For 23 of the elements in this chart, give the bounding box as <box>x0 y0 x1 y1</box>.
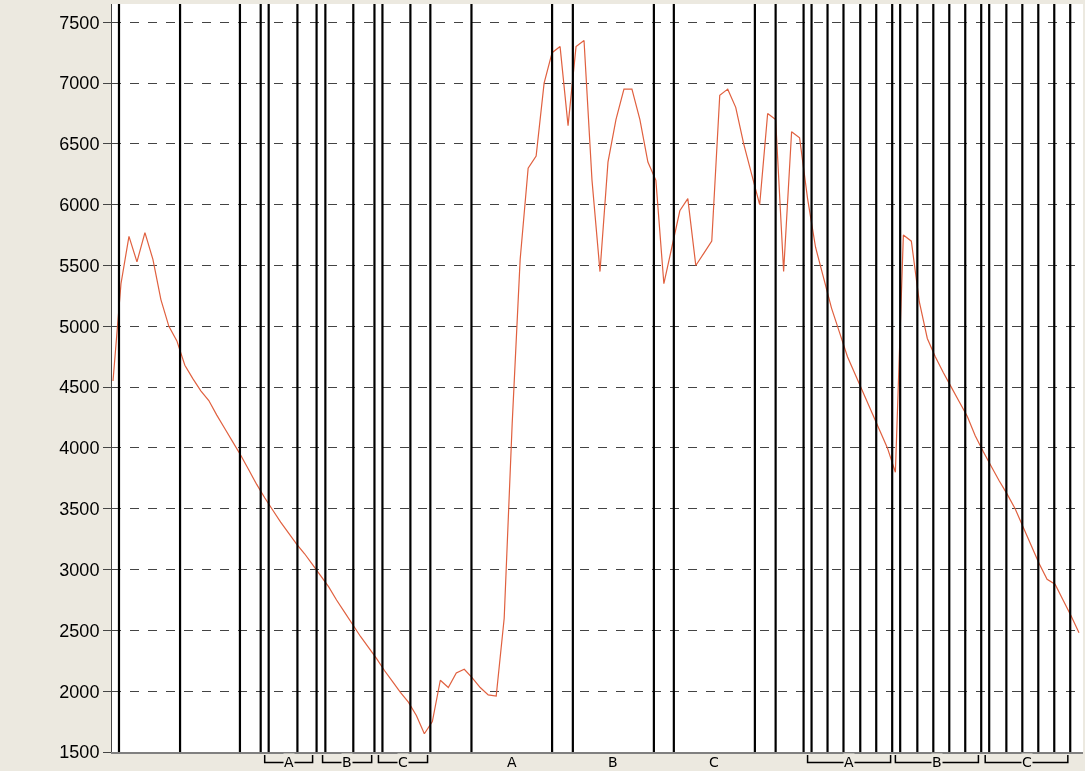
y-tick-label: 4000 <box>59 438 100 459</box>
text: C <box>398 754 408 770</box>
y-tick-label: 6500 <box>59 134 100 155</box>
y-tick-label: 7500 <box>59 12 100 33</box>
text: A <box>844 754 854 770</box>
y-tick-label: 5500 <box>59 255 100 276</box>
y-tick-label: 7000 <box>59 73 100 94</box>
y-tick-label: 5000 <box>59 316 100 337</box>
text: C <box>1022 754 1032 770</box>
text: A <box>507 754 517 770</box>
text: B <box>608 754 618 770</box>
text: A <box>284 754 294 770</box>
line-series <box>112 39 1080 735</box>
text: B <box>342 754 352 770</box>
y-tick-label: 1500 <box>59 742 100 763</box>
y-tick-label: 2000 <box>59 681 100 702</box>
text: B <box>932 754 942 770</box>
y-tick-label: 3500 <box>59 499 100 520</box>
y-tick-label: 6000 <box>59 194 100 215</box>
y-tick-label: 3000 <box>59 559 100 580</box>
text: C <box>709 754 719 770</box>
y-tick-label: 4500 <box>59 377 100 398</box>
y-tick-label: 2500 <box>59 620 100 641</box>
